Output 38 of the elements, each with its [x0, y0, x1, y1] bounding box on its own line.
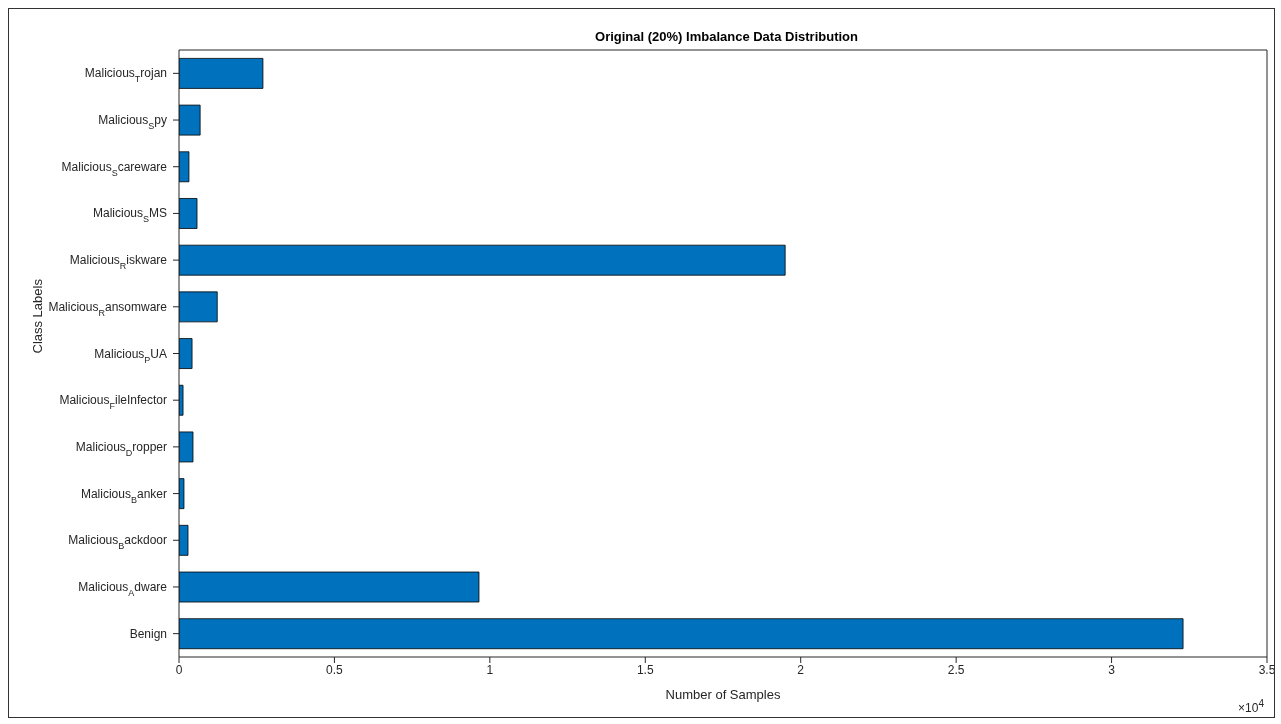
y-tick-label: Malicious$_{S}$MS [92, 206, 167, 225]
y-tick-label: Benign [129, 626, 167, 641]
y-axis-title: Class Labels [29, 278, 45, 354]
x-tick-label: 3.5 [1258, 662, 1276, 677]
x-tick-label: 1 [486, 662, 494, 677]
x-tick-label: 0.5 [326, 662, 344, 677]
bar [179, 478, 185, 510]
bar [179, 58, 264, 89]
y-tick-label: Malicious$_{A}$dware [78, 579, 168, 598]
y-tick-label: Malicious$_{S}$careware [61, 159, 168, 178]
y-tick-label: Malicious$_{R}$iskware [69, 253, 168, 272]
bar [179, 244, 786, 276]
y-tick-label: Malicious$_{D}$ropper [75, 439, 167, 458]
y-tick-label: Malicious$_{T}$rojan [84, 66, 167, 85]
x-tick-label: 0 [175, 662, 183, 677]
bar [179, 291, 218, 323]
chart-title: Original (20%) Imbalance Data Distribution [594, 29, 859, 44]
y-tick-label: Malicious$_{R}$ansomware [48, 299, 168, 318]
bar [179, 338, 193, 369]
bar [179, 431, 194, 463]
bar [179, 524, 189, 556]
y-tick-label: Malicious$_{B}$anker [80, 486, 167, 505]
x-tick-label: 3 [1108, 662, 1116, 677]
bar [179, 198, 198, 229]
x-axis-title: Number of Samples [665, 687, 781, 702]
x-tick-label: 1.5 [636, 662, 654, 677]
y-tick-label: Malicious$_{F}$ileInfector [59, 393, 167, 412]
bar [179, 384, 184, 416]
y-tick-label: Malicious$_{P}$UA [94, 346, 167, 365]
bar [179, 618, 1184, 650]
x-tick-label: 2.5 [947, 662, 965, 677]
y-tick-label: Malicious$_{B}$ackdoor [68, 533, 167, 552]
text: ×10$^{4}$ [1238, 698, 1264, 715]
y-tick-label: Malicious$_{S}$py [98, 113, 167, 132]
x-tick-label: 2 [797, 662, 805, 677]
bar [179, 151, 190, 183]
bar [179, 104, 201, 136]
bar [179, 571, 480, 603]
